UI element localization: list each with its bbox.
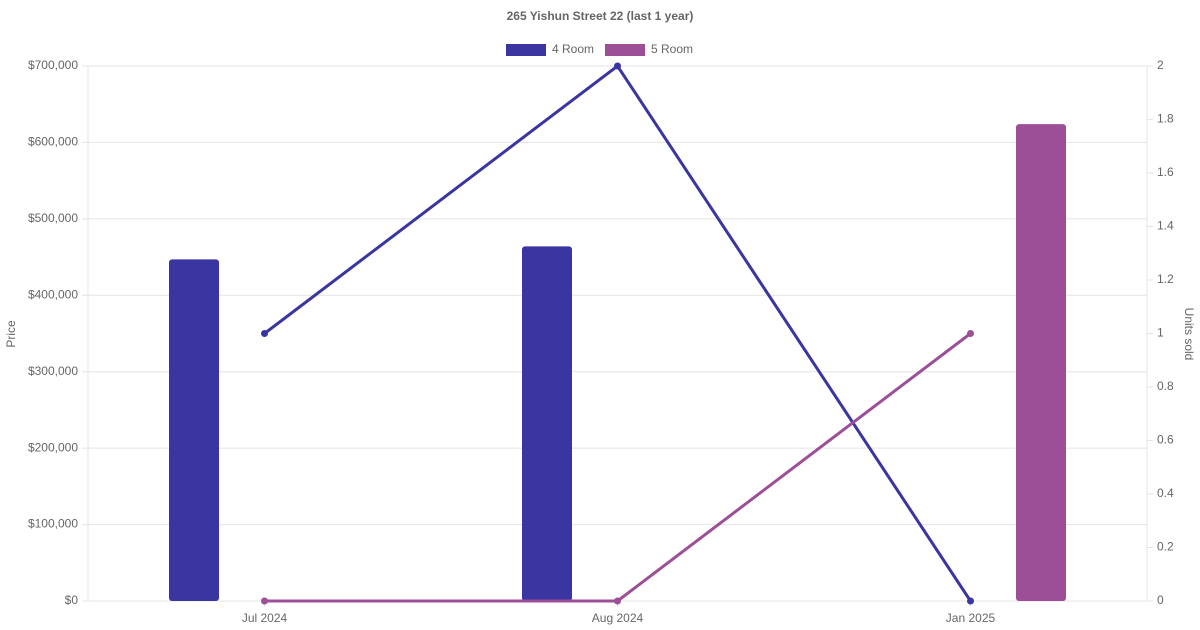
x-tick-label: Aug 2024: [592, 611, 644, 625]
point: [614, 597, 621, 605]
y-tick-label: $100,000: [28, 517, 78, 531]
y-tick-label: $200,000: [28, 440, 78, 454]
point: [967, 597, 974, 605]
line: [263, 63, 972, 602]
bar: [169, 259, 219, 601]
y2-tick-label: 0.6: [1157, 433, 1174, 447]
y2-tick-label: 0.2: [1157, 540, 1174, 554]
legend-swatch: [605, 44, 645, 56]
y2-tick-label: 1.2: [1157, 272, 1174, 286]
chart-title: 265 Yishun Street 22 (last 1 year): [507, 9, 694, 23]
y-tick-label: $500,000: [28, 211, 78, 225]
y-tick-label: $300,000: [28, 364, 78, 378]
y2-tick-label: 0.8: [1157, 379, 1174, 393]
y2-tick-label: 1: [1157, 326, 1164, 340]
y2-axis-title: Units sold: [1182, 308, 1196, 361]
bar: [522, 246, 572, 601]
y2-tick-label: 1.8: [1157, 112, 1174, 126]
y-tick-label: $0: [65, 593, 79, 607]
y2-tick-label: 0.4: [1157, 486, 1174, 500]
point: [614, 62, 621, 70]
point: [261, 330, 268, 337]
legend-label: 5 Room: [651, 42, 693, 56]
legend-label: 4 Room: [552, 42, 594, 56]
y-tick-label: $700,000: [28, 58, 78, 72]
line: [264, 332, 972, 603]
y2-tick-label: 1.4: [1157, 219, 1174, 233]
y2-tick-label: 2: [1157, 58, 1164, 72]
point: [967, 330, 974, 337]
y2-tick-label: 0: [1157, 593, 1164, 607]
x-tick-label: Jul 2024: [242, 611, 288, 625]
y2-tick-label: 1.6: [1157, 165, 1174, 179]
x-tick-label: Jan 2025: [946, 611, 996, 625]
bar: [1016, 124, 1066, 601]
legend-swatch: [506, 44, 546, 56]
y-tick-label: $400,000: [28, 287, 78, 301]
point: [261, 597, 268, 605]
y-axis-title: Price: [4, 320, 18, 348]
y-tick-label: $600,000: [28, 135, 78, 149]
